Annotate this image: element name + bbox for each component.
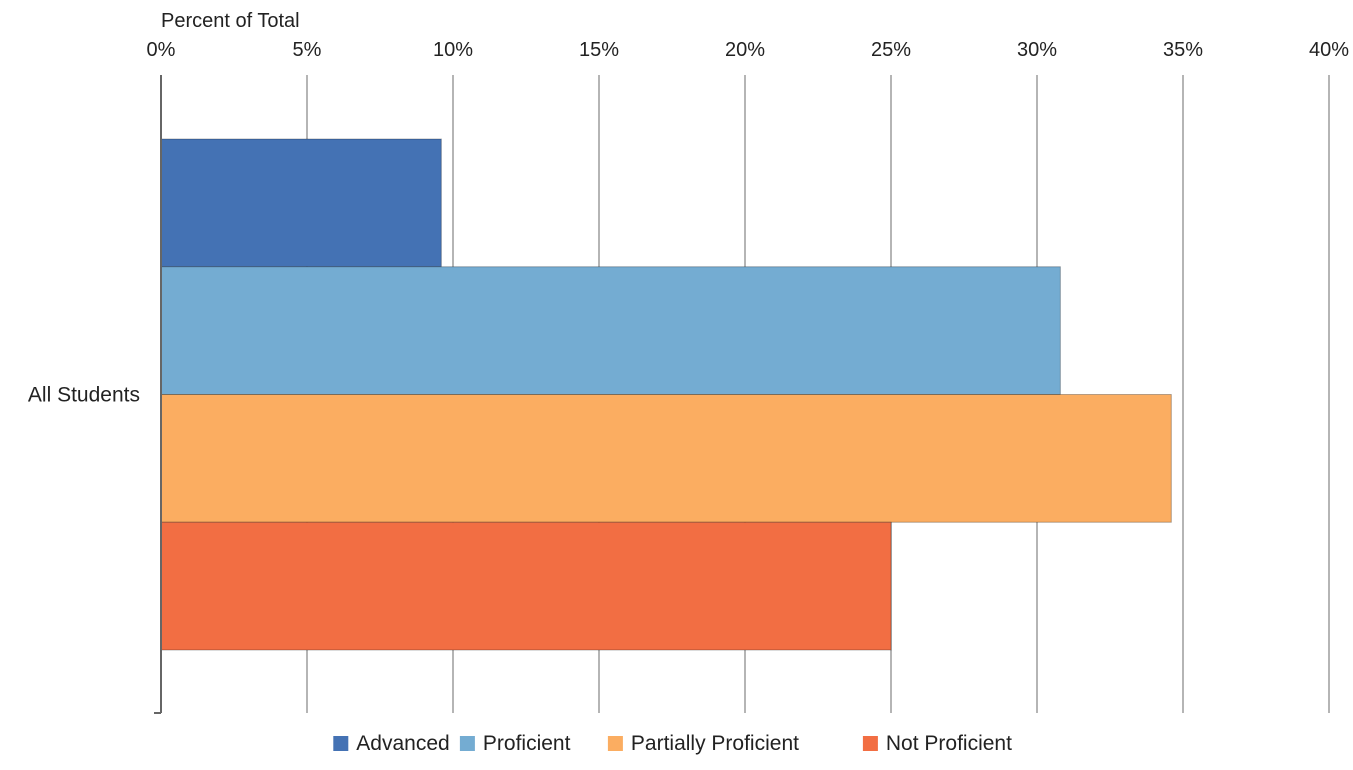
legend-label: Not Proficient [886, 732, 1012, 755]
legend-item-partially-proficient[interactable]: Partially Proficient [607, 732, 799, 755]
x-tick-label: 40% [1309, 39, 1349, 61]
x-tick-label: 0% [147, 39, 176, 61]
bar-not-proficient[interactable] [160, 521, 892, 651]
legend-item-not-proficient[interactable]: Not Proficient [862, 732, 1012, 755]
x-tick-label: 30% [1017, 39, 1057, 61]
legend-swatch [333, 736, 349, 751]
x-tick-label: 20% [725, 39, 765, 61]
legend-swatch [607, 736, 623, 751]
x-tick-label: 15% [579, 39, 619, 61]
legend-item-proficient[interactable]: Proficient [459, 732, 571, 755]
category-label: All Students [28, 384, 140, 407]
legend-swatch [459, 736, 475, 751]
x-tick-label: 25% [871, 39, 911, 61]
bar-advanced[interactable] [160, 138, 442, 268]
x-tick-label: 10% [433, 39, 473, 61]
category-labels: All Students [28, 384, 140, 407]
axes [154, 75, 162, 714]
legend-item-advanced[interactable]: Advanced [333, 732, 450, 755]
bars [160, 138, 1172, 651]
x-tick-label: 5% [293, 39, 322, 61]
x-tick-label: 35% [1163, 39, 1203, 61]
x-axis-title: Percent of Total [161, 10, 300, 32]
legend-label: Proficient [483, 732, 571, 755]
legend-label: Advanced [356, 732, 449, 755]
legend-label: Partially Proficient [631, 732, 799, 755]
bar-proficient[interactable] [160, 266, 1061, 395]
bar-partially-proficient[interactable] [160, 394, 1172, 523]
legend[interactable]: Advanced Proficient Partially Proficient No… [333, 732, 1012, 755]
legend-swatch [862, 736, 878, 751]
x-tick-labels: 0% 5% 10% 15% 20% 25% 30% 35% 40% [147, 39, 1350, 61]
